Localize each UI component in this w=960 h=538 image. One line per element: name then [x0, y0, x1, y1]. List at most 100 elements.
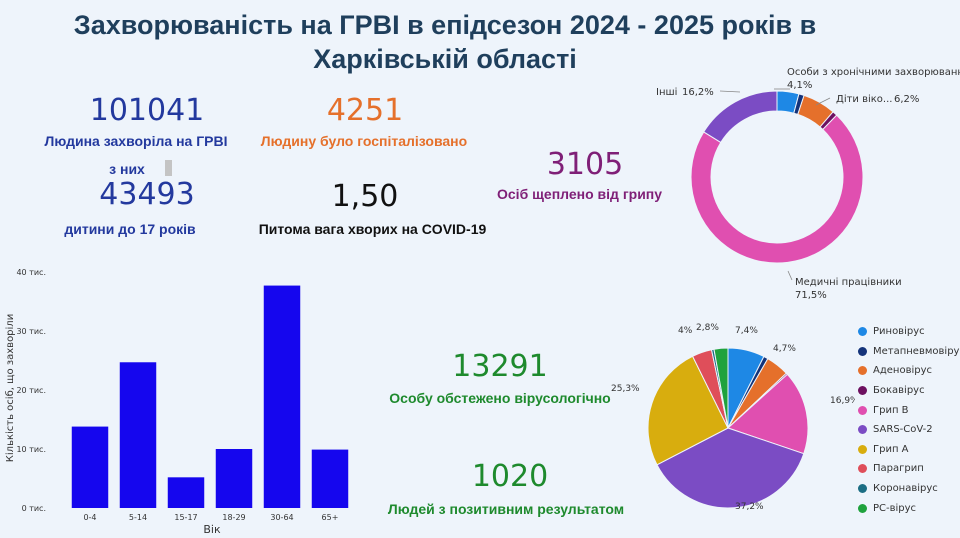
of-them-label: з них: [109, 161, 145, 177]
legend-label: РС-вірус: [873, 502, 917, 514]
y-tick-label: 20 тис.: [16, 386, 46, 395]
legend-label: Бокавірус: [873, 385, 925, 397]
x-axis-label: Вік: [203, 523, 221, 536]
legend-swatch: [858, 405, 867, 415]
pie-pct-rs: 2,8%: [696, 323, 719, 333]
y-tick-label: 0 тис.: [22, 504, 46, 513]
title-line-2: Харківській області: [313, 44, 577, 74]
legend-swatch: [858, 425, 867, 435]
legend-swatch: [858, 386, 867, 396]
legend-item[interactable]: Аденовірус: [858, 361, 960, 381]
sick-total-label: Людина захворіла на ГРВІ: [44, 133, 228, 149]
vaccination-donut-chart: Особи з хронічними захворюванн... 4,1% Д…: [656, 66, 960, 301]
x-tick-label: 30-64: [270, 513, 293, 522]
legend-swatch: [858, 327, 867, 337]
legend-label: Аденовірус: [873, 365, 932, 377]
y-axis-ticks: 0 тис. 10 тис. 20 тис. 30 тис. 40 тис.: [16, 268, 46, 513]
covid-share-label: Питома вага хворих на COVID-19: [258, 221, 487, 237]
x-tick-label: 65+: [322, 513, 339, 522]
donut-pct-medical: 71,5%: [795, 290, 827, 301]
donut-label-children: Діти віко...: [836, 93, 892, 105]
bar-65+[interactable]: [311, 449, 349, 508]
legend-swatch: [858, 503, 867, 513]
pie-pct-flu-a: 25,3%: [611, 384, 640, 394]
legend-label: Грип А: [873, 443, 909, 455]
legend-item[interactable]: SARS-CoV-2: [858, 420, 960, 440]
legend-label: Риновірус: [873, 326, 925, 338]
donut-label-other: Інші: [656, 86, 677, 98]
scroll-indicator[interactable]: [165, 160, 172, 176]
pie-slice-9[interactable]: [713, 347, 729, 429]
y-tick-label: 30 тис.: [16, 327, 46, 336]
bar-18-29[interactable]: [215, 449, 253, 508]
title-line-1: Захворюваність на ГРВІ в епідсезон 2024 …: [73, 10, 817, 40]
bar-5-14[interactable]: [119, 362, 157, 508]
x-tick-label: 18-29: [222, 513, 245, 522]
legend-item[interactable]: РС-вірус: [858, 498, 960, 518]
x-tick-label: 5-14: [129, 513, 147, 522]
covid-share-value: 1,50: [331, 179, 399, 214]
page-title: Захворюваність на ГРВІ в епідсезон 2024 …: [0, 8, 890, 76]
pie-labels: 7,4% 4,7% 16,9% 37,2% 25,3% 4% 2,8%: [611, 323, 855, 512]
pie-pct-sars: 37,2%: [735, 502, 764, 512]
donut-slice-4[interactable]: [690, 114, 864, 264]
legend-label: Коронавірус: [873, 483, 938, 495]
virus-legend: Риновірус Метапневмовірус Аденовірус Бок…: [858, 322, 960, 518]
pie-pct-rhino: 7,4%: [735, 326, 758, 336]
legend-label: Парагрип: [873, 463, 924, 475]
x-tick-label: 15-17: [174, 513, 197, 522]
bar-15-17[interactable]: [167, 477, 205, 508]
virus-pie-chart: 7,4% 4,7% 16,9% 37,2% 25,3% 4% 2,8%: [611, 323, 855, 512]
donut-labels: Особи з хронічними захворюванн... 4,1% Д…: [656, 66, 960, 301]
donut-slice-5[interactable]: [703, 90, 778, 144]
pie-slice-4[interactable]: [727, 373, 809, 455]
legend-swatch: [858, 464, 867, 474]
legend-item[interactable]: Грип В: [858, 400, 960, 420]
tested-label: Особу обстежено вірусологічно: [389, 390, 611, 406]
pie-slice-6[interactable]: [647, 355, 729, 466]
positive-value: 1020: [471, 459, 549, 494]
children-value: 43493: [99, 177, 195, 212]
pie-slice-5[interactable]: [656, 427, 805, 509]
pie-pct-flu-b: 16,9%: [830, 396, 855, 406]
children-label: дитини до 17 років: [64, 221, 196, 237]
vaccinated-label: Осіб щеплено від грипу: [497, 186, 663, 202]
vaccinated-value: 3105: [546, 147, 624, 182]
x-tick-label: 0-4: [83, 513, 96, 522]
pie-slices: [647, 347, 809, 509]
pie-pct-para: 4%: [678, 326, 693, 336]
legend-item[interactable]: Метапневмовірус: [858, 342, 960, 362]
age-bar-chart: Кількість осіб, що захворіли Вік 0 тис. 1…: [4, 268, 349, 536]
x-axis-ticks: 0-4 5-14 15-17 18-29 30-64 65+: [83, 513, 338, 522]
donut-slices: [690, 90, 864, 264]
donut-pct-children: 6,2%: [894, 94, 919, 105]
legend-swatch: [858, 444, 867, 454]
legend-swatch: [858, 366, 867, 376]
legend-swatch: [858, 484, 867, 494]
legend-item[interactable]: Парагрип: [858, 459, 960, 479]
legend-item[interactable]: Грип А: [858, 440, 960, 460]
tested-value: 13291: [452, 349, 548, 384]
y-tick-label: 10 тис.: [16, 445, 46, 454]
bar-0-4[interactable]: [71, 426, 109, 508]
legend-swatch: [858, 346, 867, 356]
hospitalized-label: Людину було госпіталізовано: [260, 133, 468, 149]
donut-label-medical: Медичні працівники: [795, 276, 902, 288]
y-axis-label: Кількість осіб, що захворіли: [4, 314, 16, 462]
donut-label-chronic: Особи з хронічними захворюванн...: [787, 66, 960, 78]
donut-pct-chronic: 4,1%: [787, 80, 812, 91]
legend-item[interactable]: Коронавірус: [858, 479, 960, 499]
legend-item[interactable]: Риновірус: [858, 322, 960, 342]
donut-pct-other: 16,2%: [682, 87, 714, 98]
hospitalized-value: 4251: [326, 93, 404, 128]
positive-label: Людей з позитивним результатом: [387, 501, 625, 517]
legend-label: Грип В: [873, 404, 909, 416]
legend-item[interactable]: Бокавірус: [858, 381, 960, 401]
legend-label: SARS-CoV-2: [873, 424, 933, 436]
sick-total-value: 101041: [89, 93, 205, 128]
bars: [71, 285, 349, 508]
bar-30-64[interactable]: [263, 285, 301, 508]
pie-pct-adeno: 4,7%: [773, 344, 796, 354]
legend-label: Метапневмовірус: [873, 345, 960, 357]
y-tick-label: 40 тис.: [16, 268, 46, 277]
